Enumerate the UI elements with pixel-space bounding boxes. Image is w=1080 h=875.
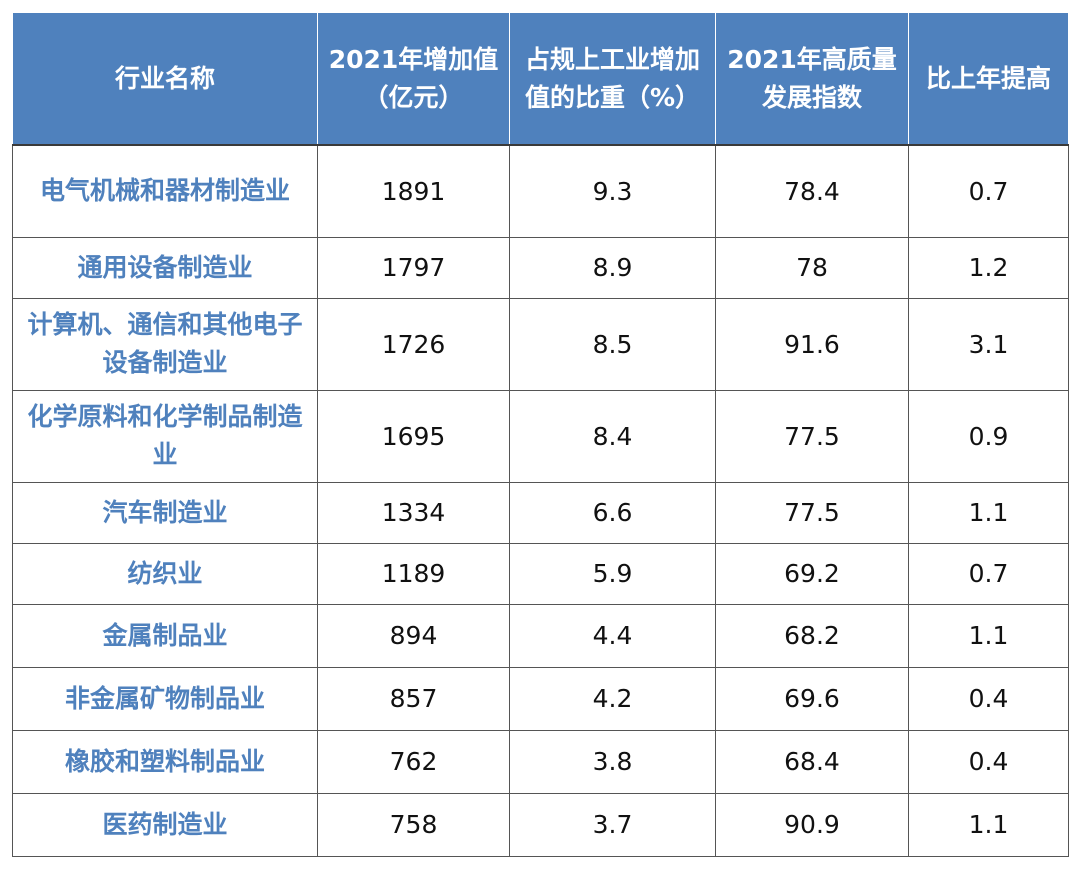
quality-index-cell: 69.6: [715, 666, 909, 731]
industry-table: 行业名称 2021年增加值（亿元） 占规上工业增加值的比重（%） 2021年高质…: [12, 12, 1069, 857]
table-row: 非金属矿物制品业 857 4.2 69.6 0.4: [12, 666, 1069, 731]
industry-name-cell: 电气机械和器材制造业: [12, 144, 318, 238]
header-quality-index: 2021年高质量发展指数: [715, 12, 909, 146]
quality-index-cell: 90.9: [715, 792, 909, 857]
value-added-cell: 1891: [317, 144, 510, 238]
industry-name-cell: 计算机、通信和其他电子设备制造业: [12, 297, 318, 391]
share-cell: 4.2: [509, 666, 716, 731]
table-row: 电气机械和器材制造业 1891 9.3 78.4 0.7: [12, 144, 1069, 238]
value-added-cell: 1189: [317, 542, 510, 605]
share-cell: 9.3: [509, 144, 716, 238]
value-added-cell: 762: [317, 729, 510, 794]
quality-index-cell: 78.4: [715, 144, 909, 238]
value-added-cell: 857: [317, 666, 510, 731]
share-cell: 3.8: [509, 729, 716, 794]
quality-index-cell: 77.5: [715, 481, 909, 544]
share-cell: 3.7: [509, 792, 716, 857]
share-cell: 5.9: [509, 542, 716, 605]
value-added-cell: 894: [317, 603, 510, 668]
increase-cell: 0.7: [908, 144, 1069, 238]
value-added-cell: 1695: [317, 389, 510, 483]
quality-index-cell: 68.2: [715, 603, 909, 668]
increase-cell: 0.9: [908, 389, 1069, 483]
value-added-cell: 1334: [317, 481, 510, 544]
increase-cell: 0.4: [908, 666, 1069, 731]
table-row: 金属制品业 894 4.4 68.2 1.1: [12, 603, 1069, 668]
table-row: 医药制造业 758 3.7 90.9 1.1: [12, 792, 1069, 857]
value-added-cell: 758: [317, 792, 510, 857]
table-row: 化学原料和化学制品制造业 1695 8.4 77.5 0.9: [12, 389, 1069, 483]
table-row: 计算机、通信和其他电子设备制造业 1726 8.5 91.6 3.1: [12, 297, 1069, 391]
increase-cell: 3.1: [908, 297, 1069, 391]
table-body: 电气机械和器材制造业 1891 9.3 78.4 0.7 通用设备制造业 1797 8.9 78…: [12, 144, 1069, 857]
quality-index-cell: 77.5: [715, 389, 909, 483]
share-cell: 8.9: [509, 236, 716, 299]
header-row: 行业名称 2021年增加值（亿元） 占规上工业增加值的比重（%） 2021年高质…: [12, 12, 1069, 146]
share-cell: 6.6: [509, 481, 716, 544]
industry-name-cell: 汽车制造业: [12, 481, 318, 544]
header-industry-name: 行业名称: [12, 12, 318, 146]
header-increase: 比上年提高: [908, 12, 1069, 146]
industry-name-cell: 橡胶和塑料制品业: [12, 729, 318, 794]
table-row: 橡胶和塑料制品业 762 3.8 68.4 0.4: [12, 729, 1069, 794]
increase-cell: 0.7: [908, 542, 1069, 605]
increase-cell: 0.4: [908, 729, 1069, 794]
header-value-added: 2021年增加值（亿元）: [317, 12, 510, 146]
table-row: 纺织业 1189 5.9 69.2 0.7: [12, 542, 1069, 605]
industry-name-cell: 通用设备制造业: [12, 236, 318, 299]
table-row: 汽车制造业 1334 6.6 77.5 1.1: [12, 481, 1069, 544]
industry-name-cell: 纺织业: [12, 542, 318, 605]
quality-index-cell: 91.6: [715, 297, 909, 391]
quality-index-cell: 69.2: [715, 542, 909, 605]
industry-name-cell: 化学原料和化学制品制造业: [12, 389, 318, 483]
increase-cell: 1.1: [908, 603, 1069, 668]
increase-cell: 1.1: [908, 792, 1069, 857]
value-added-cell: 1797: [317, 236, 510, 299]
increase-cell: 1.1: [908, 481, 1069, 544]
increase-cell: 1.2: [908, 236, 1069, 299]
industry-name-cell: 医药制造业: [12, 792, 318, 857]
industry-name-cell: 非金属矿物制品业: [12, 666, 318, 731]
value-added-cell: 1726: [317, 297, 510, 391]
header-share: 占规上工业增加值的比重（%）: [509, 12, 716, 146]
share-cell: 8.5: [509, 297, 716, 391]
quality-index-cell: 78: [715, 236, 909, 299]
table-row: 通用设备制造业 1797 8.9 78 1.2: [12, 236, 1069, 299]
share-cell: 4.4: [509, 603, 716, 668]
share-cell: 8.4: [509, 389, 716, 483]
industry-name-cell: 金属制品业: [12, 603, 318, 668]
quality-index-cell: 68.4: [715, 729, 909, 794]
